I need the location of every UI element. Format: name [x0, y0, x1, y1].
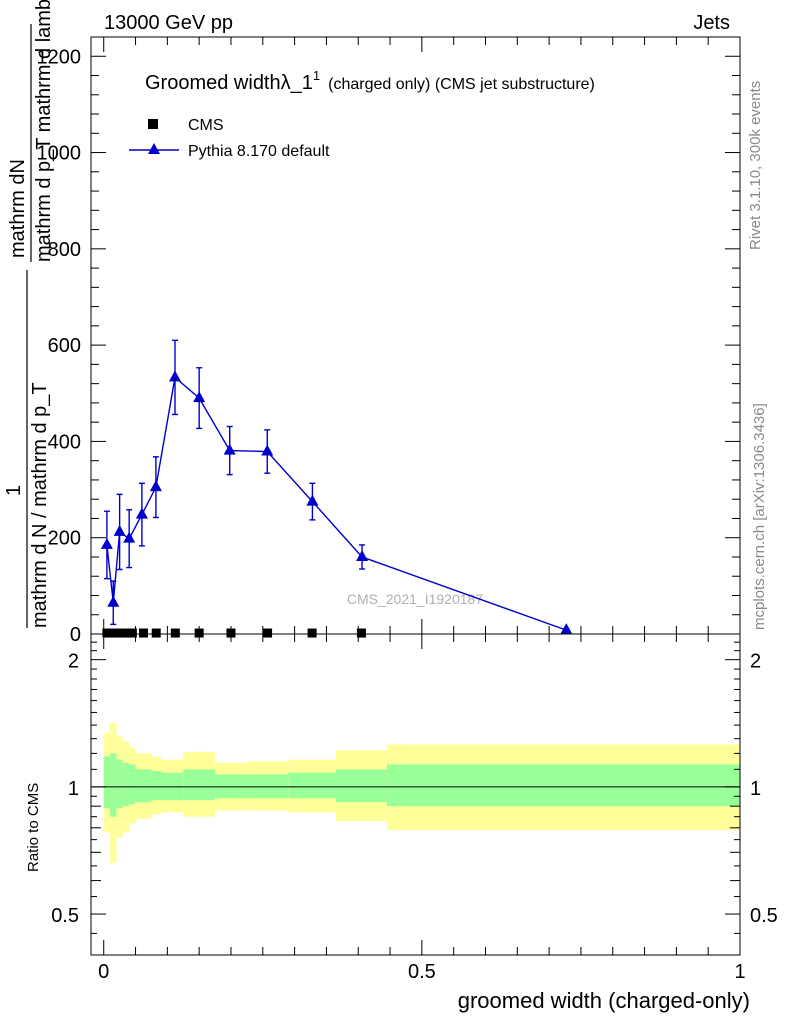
xtick-label: 0.5: [408, 961, 436, 983]
pythia-series: [100, 339, 573, 635]
cms-point: [108, 628, 118, 638]
cms-point: [194, 628, 204, 638]
cms-point: [226, 628, 236, 638]
ratio-band-inner: [386, 764, 740, 807]
ylabel-one: 1: [3, 485, 25, 496]
pythia-point: [123, 531, 136, 543]
title-rest: (charged only) (CMS jet substructure): [328, 76, 595, 93]
ratio-frame: [90, 633, 741, 956]
ratio-band-inner: [116, 759, 123, 809]
cms-point: [121, 628, 131, 638]
x-axis-label: groomed width (charged-only): [458, 988, 750, 1013]
pythia-point: [223, 443, 236, 455]
plot-title: Groomed widthλ_11 (charged only) (CMS jet…: [145, 68, 595, 94]
main-ytick-label: 200: [48, 528, 81, 550]
cms-point: [127, 628, 137, 638]
pythia-point: [261, 444, 274, 456]
ratio-ytick-label-right: 2: [750, 651, 761, 673]
ratio-band-inner: [183, 769, 216, 801]
cms-point: [151, 628, 161, 638]
main-ytick-label: 400: [48, 431, 81, 453]
cms-point: [102, 628, 112, 638]
pythia-point: [306, 494, 319, 506]
ratio-bands: [103, 722, 740, 864]
y-axis-label: mathrm dN mathrm d p_T mathrm d lambda 1…: [3, 0, 55, 628]
watermark: CMS_2021_I1920187: [347, 591, 483, 607]
ratio-y-label: Ratio to CMS: [25, 783, 42, 872]
ylabel-den-bottom: mathrm d N / mathrm d p_T: [29, 382, 51, 628]
ratio-ytick-label: 2: [68, 651, 79, 673]
pythia-point: [149, 480, 162, 492]
ratio-ytick-label: 1: [68, 778, 79, 800]
ratio-band-inner: [103, 756, 111, 809]
legend-pythia-marker: [148, 143, 160, 154]
ratio-band-inner: [135, 769, 152, 803]
main-panel: Groomed widthλ_11(charged only) (CMS jet…: [3, 0, 741, 646]
ratio-band-inner: [151, 771, 161, 801]
cms-point: [170, 628, 180, 638]
title-main: Groomed width: [145, 72, 281, 94]
ratio-ytick-label-right: 1: [750, 778, 761, 800]
ratio-ytick-label-right: 0.5: [750, 905, 778, 927]
pythia-point: [356, 549, 369, 561]
cms-point: [138, 628, 148, 638]
xtick-label: 1: [734, 961, 745, 983]
ratio-panel: 0.5 0.5 1 1 2 2 0 0.5 1 Ratio to CMS groomed wi…: [25, 633, 778, 1013]
pythia-point: [135, 507, 148, 519]
main-ytick-label: 0: [70, 624, 81, 646]
pythia-point: [107, 595, 120, 607]
ratio-band-inner: [288, 772, 336, 799]
pythia-point: [560, 623, 573, 635]
pythia-point: [113, 524, 126, 536]
cms-point: [263, 628, 273, 638]
legend-cms-label: CMS: [188, 117, 224, 134]
ratio-band-inner: [335, 769, 387, 803]
pythia-point: [193, 391, 206, 403]
cms-point: [356, 628, 366, 638]
pythia-point: [168, 370, 181, 382]
legend-pythia-label: Pythia 8.170 default: [188, 143, 330, 160]
mcplots-label: mcplots.cern.ch [arXiv:1306.3436]: [751, 403, 768, 630]
cms-series: [102, 628, 366, 638]
ylabel-den-top: mathrm d p_T mathrm d lambda: [33, 0, 55, 262]
xtick-label: 0: [98, 961, 109, 983]
cms-point: [115, 628, 125, 638]
ratio-band-inner: [110, 753, 117, 817]
title-sup: 1: [313, 68, 320, 83]
main-ytick-label: 1000: [37, 143, 82, 165]
ratio-band-inner: [246, 774, 289, 799]
main-ytick-label: 800: [48, 239, 81, 261]
ylabel-num-top: mathrm dN: [7, 159, 29, 258]
rivet-label: Rivet 3.1.10, 300k events: [747, 81, 764, 250]
legend: CMS Pythia 8.170 default: [129, 117, 330, 160]
title-symbol: λ_1: [281, 72, 313, 94]
pythia-point: [100, 537, 113, 549]
category-label: Jets: [693, 12, 730, 34]
main-ytick-label: 1200: [37, 46, 82, 68]
cms-point: [307, 628, 317, 638]
ratio-band-inner: [122, 762, 130, 807]
legend-cms-marker: [148, 119, 158, 129]
ratio-band-inner: [129, 764, 136, 805]
ratio-band-inner: [215, 774, 247, 799]
pythia-line: [106, 376, 567, 631]
energy-label: 13000 GeV pp: [104, 12, 233, 34]
ratio-ytick-label: 0.5: [51, 905, 79, 927]
main-ytick-label: 600: [48, 335, 81, 357]
